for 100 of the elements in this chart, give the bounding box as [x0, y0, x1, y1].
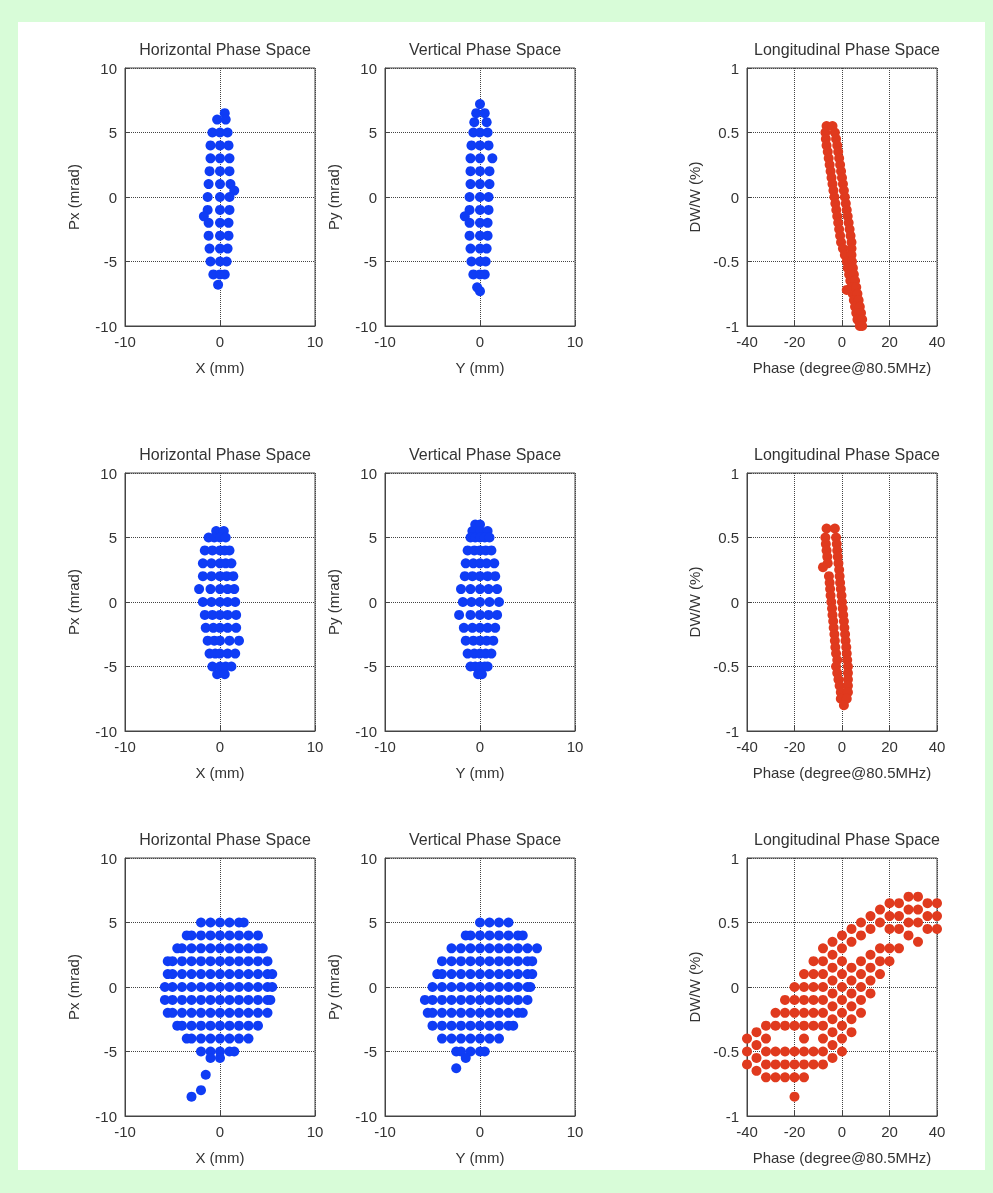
x-tick-label: 10	[566, 738, 584, 755]
y-axis-title: Py (mrad)	[325, 954, 342, 1020]
x-tick-label: 0	[837, 1123, 847, 1140]
x-tick-label: 0	[215, 333, 225, 350]
y-axis-title: DW/W (%)	[686, 566, 704, 638]
y-tick-label: 0.5	[718, 124, 739, 141]
x-axis-title: Phase (degree@80.5MHz)	[752, 764, 932, 781]
point	[205, 153, 216, 164]
x-tick-label: 20	[881, 738, 898, 755]
x-tick-label: 0	[475, 1123, 485, 1140]
y-tick-label: 5	[368, 914, 377, 931]
point	[205, 584, 216, 595]
x-axis-title: Phase (degree@80.5MHz)	[752, 1149, 932, 1166]
point	[215, 166, 225, 177]
x-tick-label: 10	[306, 738, 324, 755]
y-tick-label: -5	[363, 1043, 377, 1060]
point	[197, 558, 208, 569]
x-tick-label: 40	[928, 333, 946, 350]
point	[464, 217, 475, 228]
point	[213, 279, 224, 290]
y-axis-title: Px (mrad)	[65, 954, 82, 1020]
chart-title: Vertical Phase Space	[408, 40, 562, 58]
y-tick-label: 0	[730, 978, 739, 996]
point	[205, 256, 216, 267]
y-tick-label: -10	[355, 1107, 377, 1125]
point	[475, 153, 485, 164]
point	[224, 166, 235, 177]
y-tick-label: 1	[730, 464, 739, 482]
point	[483, 204, 494, 215]
x-tick-label: 0	[475, 333, 485, 350]
chart-title: Horizontal Phase Space	[139, 445, 311, 463]
y-tick-label: 10	[360, 849, 377, 867]
chart-title: Vertical Phase Space	[408, 830, 562, 848]
y-tick-label: 0	[108, 593, 117, 611]
point	[224, 153, 235, 164]
point	[483, 140, 494, 151]
point	[203, 179, 214, 190]
point	[484, 166, 495, 177]
point	[204, 243, 215, 254]
x-axis-title: Y (mm)	[455, 764, 505, 781]
y-axis-title: Py (mrad)	[325, 569, 342, 635]
point	[484, 179, 495, 190]
point	[818, 562, 828, 573]
chart-title: Longitudinal Phase Space	[754, 40, 941, 58]
y-tick-label: 5	[108, 914, 117, 931]
chart-title: Horizontal Phase Space	[139, 40, 311, 58]
point	[475, 204, 485, 215]
y-tick-label: 10	[100, 849, 117, 867]
x-tick-label: 10	[566, 333, 584, 350]
y-tick-label: -5	[103, 658, 117, 675]
point	[197, 571, 208, 582]
x-tick-label: 10	[566, 1123, 584, 1140]
point	[482, 230, 493, 241]
point	[230, 648, 241, 659]
point	[481, 117, 492, 128]
y-tick-label: 0	[368, 978, 377, 996]
point	[204, 166, 215, 177]
point	[215, 230, 225, 241]
y-tick-label: 10	[360, 59, 377, 77]
x-tick-label: 0	[215, 738, 225, 755]
point	[465, 243, 476, 254]
x-tick-label: 20	[881, 333, 898, 350]
y-tick-label: 0	[730, 593, 739, 611]
x-axis-title: X (mm)	[195, 764, 245, 781]
point	[234, 635, 244, 646]
y-axis-title: Px (mrad)	[65, 164, 82, 230]
point	[471, 108, 482, 119]
point	[202, 192, 213, 202]
point	[482, 217, 493, 228]
y-tick-label: 0	[368, 188, 377, 206]
y-tick-label: 0.5	[718, 914, 739, 931]
y-tick-label: -10	[355, 722, 377, 740]
point	[475, 140, 485, 151]
point	[223, 230, 234, 241]
y-tick-label: -10	[355, 317, 377, 335]
point	[459, 211, 470, 222]
point	[482, 127, 493, 138]
chart-title: Vertical Phase Space	[408, 445, 562, 463]
x-tick-label: 0	[475, 738, 485, 755]
y-tick-label: 0	[368, 593, 377, 611]
x-tick-label: 10	[306, 1123, 324, 1140]
y-tick-label: 0	[108, 978, 117, 996]
x-axis-title: Y (mm)	[455, 1149, 505, 1166]
point	[475, 99, 485, 110]
point	[475, 166, 485, 177]
x-tick-label: 20	[881, 1123, 898, 1140]
y-axis-title: Px (mrad)	[65, 569, 82, 635]
point	[215, 153, 225, 164]
x-tick-label: 0	[837, 738, 847, 755]
point	[224, 192, 235, 202]
x-tick-label: -20	[783, 738, 806, 755]
y-tick-label: -1	[725, 317, 739, 335]
y-tick-label: -5	[103, 253, 117, 270]
x-tick-label: -40	[736, 333, 758, 350]
point	[203, 230, 214, 241]
x-tick-label: -20	[783, 333, 806, 350]
x-axis-title: X (mm)	[195, 1149, 245, 1166]
x-tick-label: 10	[306, 333, 324, 350]
point	[479, 108, 490, 119]
point	[230, 597, 241, 607]
